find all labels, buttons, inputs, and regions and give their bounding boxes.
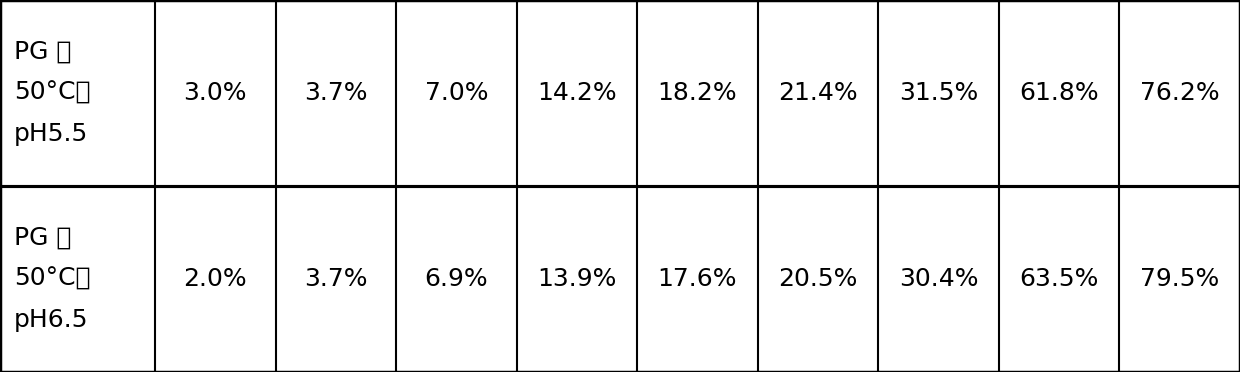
Text: 6.9%: 6.9%	[424, 267, 489, 291]
Text: 30.4%: 30.4%	[899, 267, 978, 291]
Text: 17.6%: 17.6%	[657, 267, 738, 291]
Text: 79.5%: 79.5%	[1140, 267, 1219, 291]
Text: 21.4%: 21.4%	[779, 81, 858, 105]
Text: 3.7%: 3.7%	[304, 267, 367, 291]
Text: PG 在
50°C，
pH5.5: PG 在 50°C， pH5.5	[14, 40, 91, 146]
Text: 61.8%: 61.8%	[1019, 81, 1099, 105]
Text: 14.2%: 14.2%	[537, 81, 616, 105]
Text: PG 在
50°C，
pH6.5: PG 在 50°C， pH6.5	[14, 226, 91, 332]
Text: 31.5%: 31.5%	[899, 81, 978, 105]
Text: 20.5%: 20.5%	[779, 267, 858, 291]
Text: 7.0%: 7.0%	[424, 81, 489, 105]
Text: 18.2%: 18.2%	[657, 81, 738, 105]
Text: 76.2%: 76.2%	[1140, 81, 1219, 105]
Text: 3.7%: 3.7%	[304, 81, 367, 105]
Text: 2.0%: 2.0%	[184, 267, 247, 291]
Text: 3.0%: 3.0%	[184, 81, 247, 105]
Text: 13.9%: 13.9%	[537, 267, 616, 291]
Text: 63.5%: 63.5%	[1019, 267, 1099, 291]
